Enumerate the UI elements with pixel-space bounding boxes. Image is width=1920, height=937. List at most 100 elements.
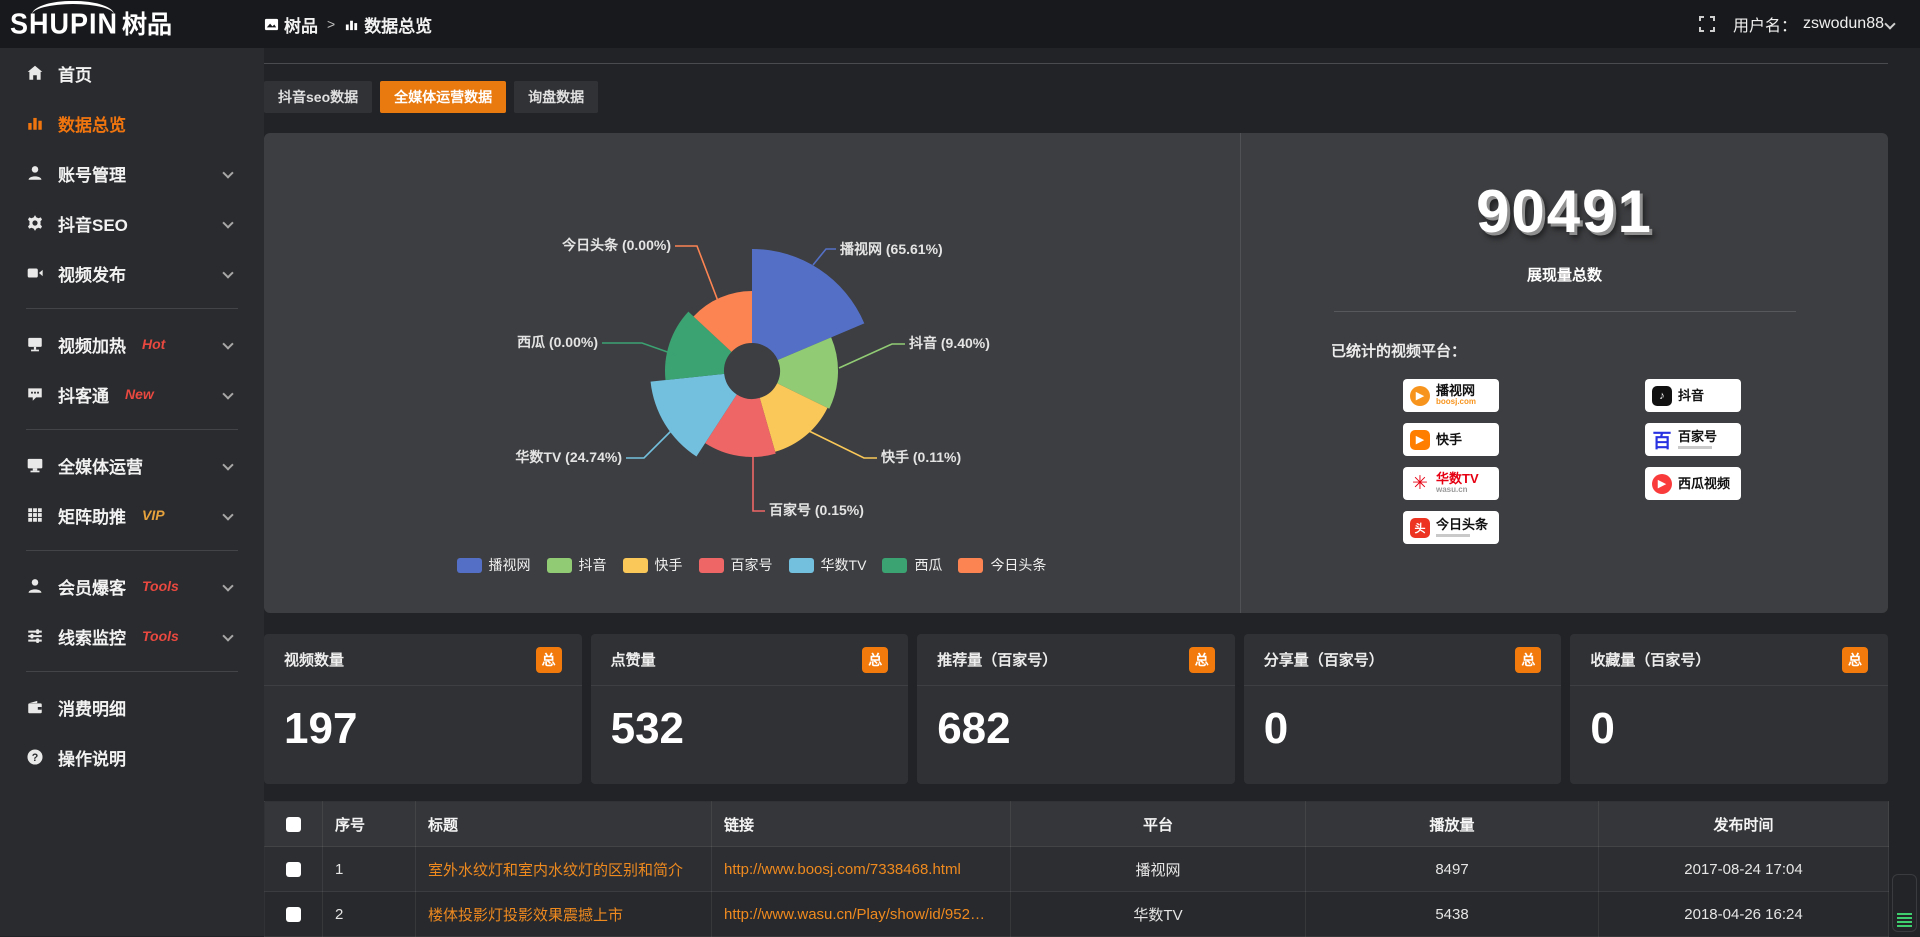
pie-label-leader	[626, 430, 672, 458]
sidebar-item-home[interactable]: 首页	[0, 48, 264, 98]
tab-douyin-seo-data[interactable]: 抖音seo数据	[264, 81, 372, 113]
legend-item-西瓜[interactable]: 西瓜	[882, 555, 942, 575]
sidebar-item-video-publish[interactable]: 视频发布	[0, 248, 264, 298]
sidebar-item-label: 抖音SEO	[58, 211, 128, 236]
wasu-logo: ✳	[1410, 474, 1430, 494]
row-checkbox[interactable]	[286, 862, 301, 877]
breadcrumb-item-root[interactable]: 树品	[264, 12, 318, 37]
pie-label: 西瓜 (0.00%)	[517, 334, 598, 350]
legend-item-今日头条[interactable]: 今日头条	[958, 555, 1046, 575]
video-url-link[interactable]: http://www.boosj.com/7338468.html	[724, 861, 998, 878]
legend-chip	[958, 558, 983, 573]
baijiahao-logo: 百	[1652, 430, 1672, 450]
topbar-right: 用户名： zswodun88	[1699, 12, 1920, 36]
total-badge[interactable]: 总	[1515, 647, 1541, 673]
sidebar-item-label: 视频发布	[58, 261, 126, 286]
platform-badge-百家号[interactable]: 百百家号	[1645, 423, 1741, 456]
platform-badge-今日头条[interactable]: 头今日头条	[1403, 511, 1499, 544]
home-icon	[26, 64, 44, 82]
total-badge[interactable]: 总	[862, 647, 888, 673]
chevron-down-icon	[222, 267, 233, 278]
legend-item-华数TV[interactable]: 华数TV	[789, 555, 867, 575]
total-badge[interactable]: 总	[536, 647, 562, 673]
sidebar-divider	[26, 550, 238, 551]
tab-media-operation-data[interactable]: 全媒体运营数据	[380, 81, 506, 113]
column-header: 发布时间	[1599, 802, 1889, 847]
sidebar-item-data-overview[interactable]: 数据总览	[0, 98, 264, 148]
sidebar-item-label: 会员爆客	[58, 574, 126, 599]
platform-name: 百家号	[1678, 430, 1717, 444]
stat-card-value: 532	[591, 686, 909, 754]
app-icon	[264, 17, 279, 32]
platform-name: 西瓜视频	[1678, 477, 1730, 491]
stat-card-header: 收藏量（百家号）总	[1570, 634, 1888, 686]
platform-badge-西瓜视频[interactable]: ▶西瓜视频	[1645, 467, 1741, 500]
sidebar-item-badge: Tools	[142, 628, 179, 644]
sidebar-item-douyin-seo[interactable]: 抖音SEO	[0, 198, 264, 248]
content-divider	[264, 63, 1888, 64]
video-url-link[interactable]: http://www.wasu.cn/Play/show/id/952…	[724, 906, 998, 923]
total-impressions-value: 90491	[1241, 177, 1888, 246]
legend-item-百家号[interactable]: 百家号	[699, 555, 773, 575]
sidebar-item-consumption-detail[interactable]: 消费明细	[0, 682, 264, 732]
tab-inquiry-data[interactable]: 询盘数据	[514, 81, 598, 113]
cell-platform: 华数TV	[1011, 892, 1306, 937]
user-icon	[26, 164, 44, 182]
total-badge[interactable]: 总	[1189, 647, 1215, 673]
stat-card-header: 视频数量 总	[264, 634, 582, 686]
chevron-down-icon	[1884, 18, 1895, 29]
select-all-checkbox[interactable]	[286, 817, 301, 832]
sidebar-item-media-operation[interactable]: 全媒体运营	[0, 440, 264, 490]
sidebar-item-badge: New	[125, 386, 154, 402]
sidebar-item-label: 全媒体运营	[58, 453, 143, 478]
chart-bar-icon	[344, 17, 359, 32]
stat-card-title: 视频数量	[284, 649, 344, 670]
chat-icon	[26, 385, 44, 403]
pie-slice-播视网[interactable]	[752, 249, 864, 360]
row-checkbox[interactable]	[286, 907, 301, 922]
username-value[interactable]: zswodun88	[1803, 15, 1894, 33]
video-title-link[interactable]: 楼体投影灯投影效果震撼上市	[428, 904, 699, 925]
column-header: 链接	[712, 802, 1011, 847]
sidebar-item-operation-guide[interactable]: ?操作说明	[0, 732, 264, 782]
total-badge[interactable]: 总	[1842, 647, 1868, 673]
legend-chip	[699, 558, 724, 573]
platform-name: 华数TV	[1436, 472, 1479, 486]
pie-label-leader	[675, 246, 721, 309]
legend-item-播视网[interactable]: 播视网	[457, 555, 531, 575]
platform-badge-快手[interactable]: ▶快手	[1403, 423, 1499, 456]
pie-label-leader	[602, 343, 676, 355]
cell-published: 2018-04-26 16:24	[1599, 892, 1889, 937]
pie-label-leader	[839, 344, 905, 368]
floating-widget[interactable]	[1892, 874, 1917, 932]
breadcrumb-item-current[interactable]: 数据总览	[344, 12, 432, 37]
sidebar-item-label: 视频加热	[58, 332, 126, 357]
stat-card-value: 0	[1244, 686, 1562, 754]
stat-card-value: 0	[1570, 686, 1888, 754]
user-icon	[26, 577, 44, 595]
sidebar-item-label: 数据总览	[58, 111, 126, 136]
total-impressions-label: 展现量总数	[1241, 264, 1888, 285]
sidebar-item-label: 账号管理	[58, 161, 126, 186]
video-title-link[interactable]: 室外水纹灯和室内水纹灯的区别和简介	[428, 859, 699, 880]
fullscreen-icon[interactable]	[1699, 16, 1715, 32]
chevron-down-icon	[222, 630, 233, 641]
sidebar-divider	[26, 671, 238, 672]
logo-text-en: SHUPIN	[10, 10, 118, 38]
column-header: 标题	[416, 802, 712, 847]
stat-card-title: 推荐量（百家号）	[937, 649, 1057, 670]
sidebar-item-account-management[interactable]: 账号管理	[0, 148, 264, 198]
legend-item-快手[interactable]: 快手	[623, 555, 683, 575]
platform-badge-抖音[interactable]: ♪抖音	[1645, 379, 1741, 412]
legend-item-抖音[interactable]: 抖音	[547, 555, 607, 575]
pie-label-leader	[809, 431, 877, 458]
